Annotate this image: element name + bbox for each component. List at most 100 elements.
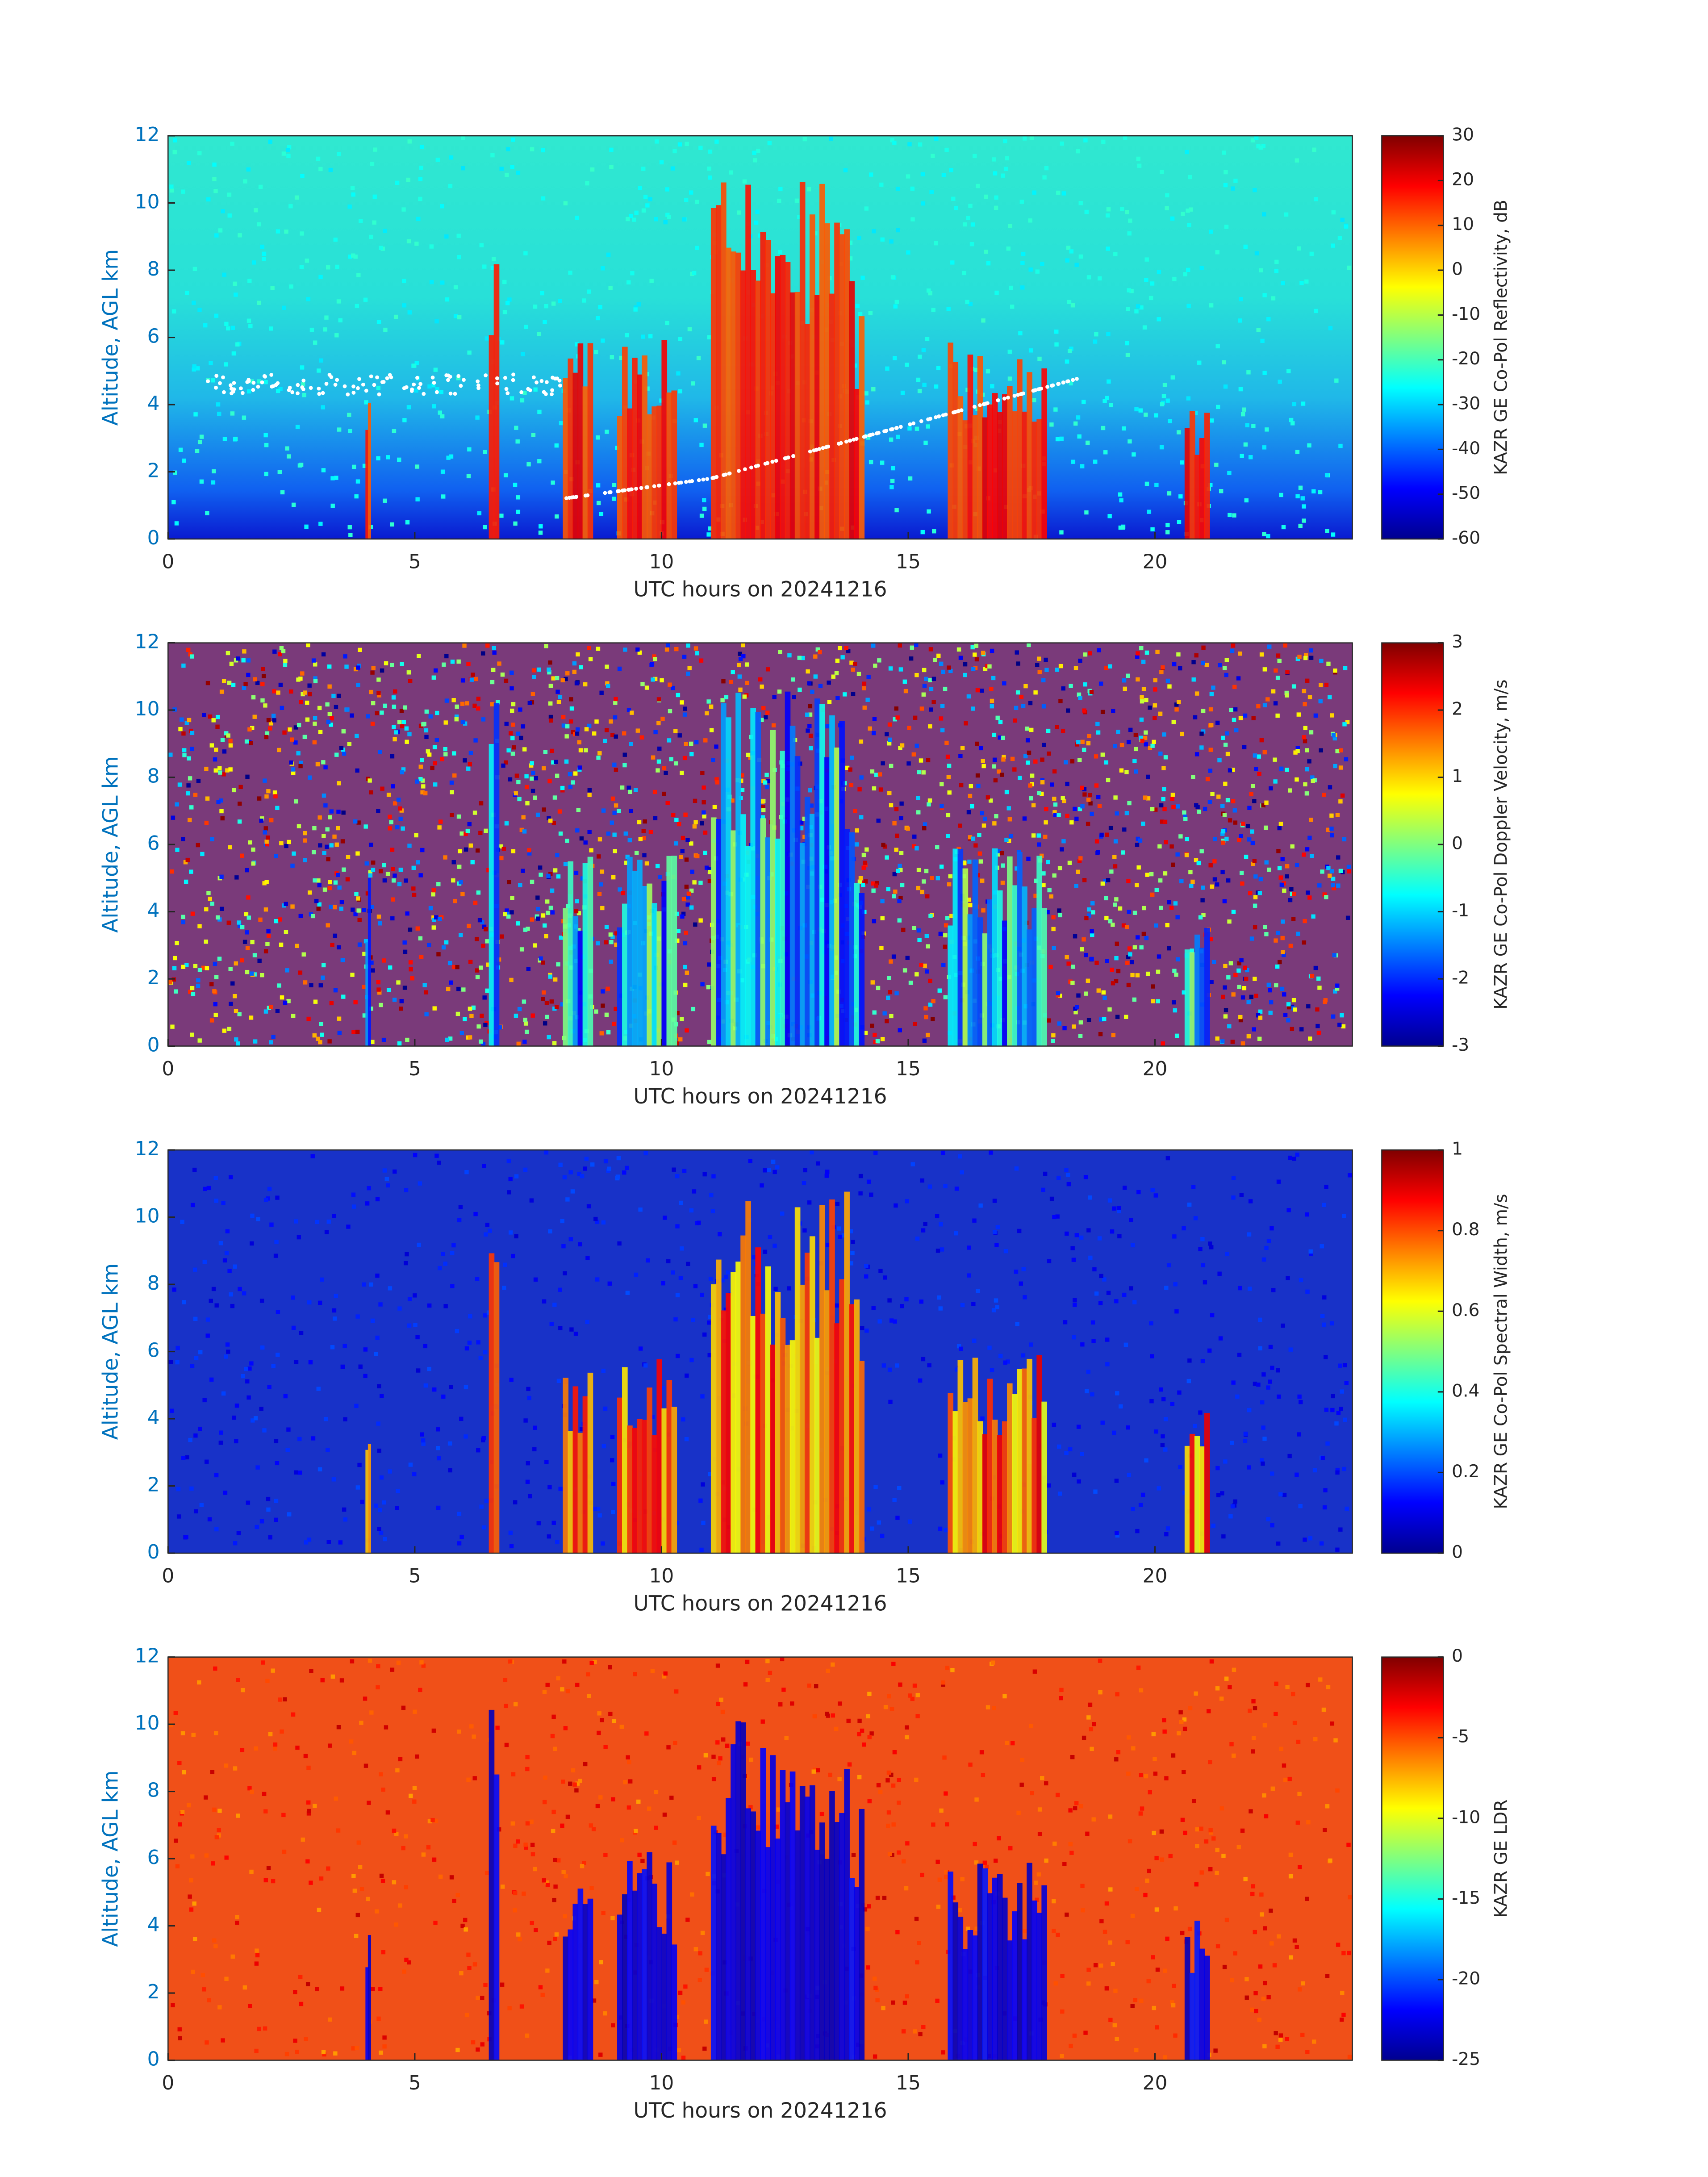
texture xyxy=(547,670,551,675)
texture xyxy=(475,975,480,979)
texture xyxy=(357,1462,362,1467)
texture xyxy=(626,217,630,221)
texture xyxy=(1225,752,1230,756)
texture xyxy=(1026,857,1031,861)
texture xyxy=(1066,246,1071,250)
texture xyxy=(288,727,292,732)
texture xyxy=(432,404,436,409)
texture xyxy=(476,696,481,701)
texture xyxy=(813,674,818,679)
texture xyxy=(467,447,472,451)
texture xyxy=(583,682,588,687)
texture xyxy=(1150,892,1155,897)
texture xyxy=(687,666,692,670)
texture xyxy=(997,769,1001,774)
texture xyxy=(756,149,760,153)
texture xyxy=(519,735,523,740)
cloud-texture xyxy=(661,881,668,1046)
texture xyxy=(1309,251,1314,256)
texture xyxy=(181,965,186,969)
texture xyxy=(1250,829,1254,834)
texture xyxy=(746,752,751,757)
cloud-texture xyxy=(735,252,741,539)
texture xyxy=(962,861,967,865)
texture xyxy=(906,250,910,255)
cloud-texture xyxy=(617,416,623,539)
texture xyxy=(1239,297,1243,301)
texture xyxy=(686,643,690,648)
texture xyxy=(548,683,553,688)
cloud-base-marker xyxy=(417,386,421,390)
texture xyxy=(1172,662,1177,667)
texture xyxy=(1174,972,1178,977)
cloud-texture xyxy=(824,757,830,1046)
texture xyxy=(610,820,614,825)
texture xyxy=(1250,784,1255,788)
texture xyxy=(599,690,604,695)
texture xyxy=(923,822,927,827)
texture xyxy=(1023,136,1027,141)
texture xyxy=(564,677,568,681)
texture xyxy=(798,687,802,692)
texture xyxy=(927,802,931,806)
texture xyxy=(849,1261,853,1266)
colorbar-tick-label: -50 xyxy=(1452,483,1480,503)
texture xyxy=(1237,961,1241,965)
texture xyxy=(918,1378,923,1383)
texture xyxy=(1324,682,1329,687)
texture xyxy=(844,646,848,650)
texture xyxy=(1116,969,1121,974)
cloud-texture xyxy=(642,886,647,1046)
texture xyxy=(1203,1280,1207,1285)
texture xyxy=(1165,398,1170,403)
texture xyxy=(1051,927,1056,932)
cloud-texture xyxy=(365,430,369,539)
texture xyxy=(264,794,269,799)
texture xyxy=(181,189,185,194)
texture xyxy=(336,826,340,831)
texture xyxy=(1096,850,1100,854)
texture xyxy=(327,664,332,669)
texture xyxy=(486,868,491,873)
texture xyxy=(1322,1505,1327,1510)
texture xyxy=(304,524,309,529)
texture xyxy=(1153,716,1157,720)
texture xyxy=(1329,869,1334,873)
texture xyxy=(595,1220,600,1224)
texture xyxy=(1086,440,1090,445)
texture xyxy=(175,802,179,806)
cloud-texture xyxy=(1031,422,1037,539)
texture xyxy=(407,310,412,315)
texture xyxy=(1278,875,1283,880)
texture xyxy=(210,902,215,906)
cloud-texture xyxy=(1002,1421,1008,1554)
texture xyxy=(807,724,812,728)
texture xyxy=(675,1354,680,1358)
texture xyxy=(1302,504,1306,509)
texture xyxy=(254,208,258,213)
texture xyxy=(1276,1179,1281,1184)
cloud-texture xyxy=(967,914,973,1046)
texture xyxy=(1243,965,1247,970)
texture xyxy=(1158,751,1163,756)
texture xyxy=(1331,243,1335,248)
texture xyxy=(266,929,271,934)
colorbar-tick-label: 20 xyxy=(1452,170,1474,190)
texture xyxy=(680,1246,684,1251)
texture xyxy=(1292,1157,1296,1161)
cloud-texture xyxy=(834,222,840,539)
cloud-texture xyxy=(661,340,668,539)
texture xyxy=(383,498,387,503)
cloud-texture xyxy=(632,357,638,539)
texture xyxy=(516,1041,521,1046)
texture xyxy=(1021,252,1026,256)
texture xyxy=(1094,961,1099,965)
texture xyxy=(274,854,278,858)
texture xyxy=(984,250,988,254)
texture xyxy=(609,959,614,964)
texture xyxy=(1057,1444,1061,1449)
texture xyxy=(1069,684,1073,688)
cloud-texture xyxy=(839,234,845,539)
texture xyxy=(1186,396,1191,401)
texture xyxy=(924,1015,928,1020)
